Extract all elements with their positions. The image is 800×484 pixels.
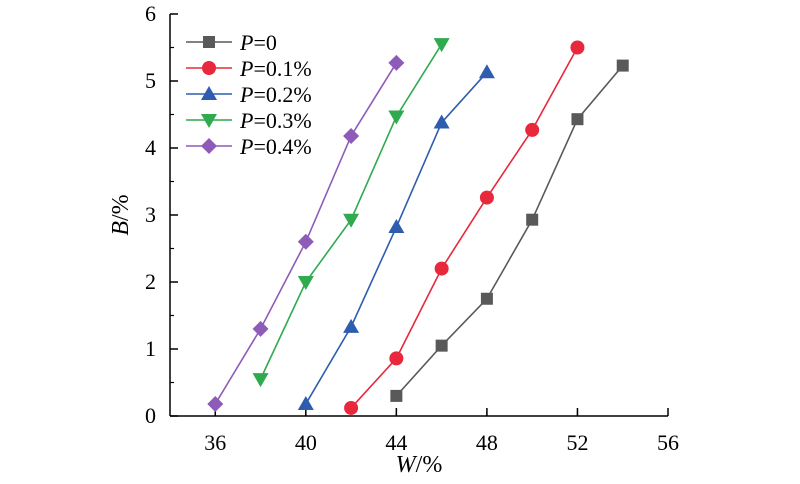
y-axis-variable: B <box>108 221 134 236</box>
legend-marker <box>201 86 217 100</box>
legend-label: P=0.2% <box>239 82 312 107</box>
legend-value: =0.2% <box>253 82 311 107</box>
legend-entry: P=0.2% <box>186 82 312 107</box>
data-point <box>297 276 314 290</box>
data-point <box>252 373 269 388</box>
data-point <box>433 114 450 129</box>
legend-label: P=0.1% <box>239 56 312 81</box>
legend-variable: P <box>239 134 253 159</box>
legend-value: =0.4% <box>253 134 311 159</box>
legend-value: =0.3% <box>253 108 311 133</box>
x-tick-label: 44 <box>385 430 407 455</box>
x-axis-label: W/% <box>396 452 443 478</box>
data-point <box>297 395 314 410</box>
x-tick-label: 52 <box>566 430 588 455</box>
legend-entry: P=0.1% <box>186 56 312 81</box>
series-line <box>395 65 624 397</box>
data-point <box>343 318 360 333</box>
data-point <box>390 389 403 402</box>
legend-value: =0.1% <box>253 56 311 81</box>
y-tick-label: 5 <box>145 68 156 93</box>
data-point <box>479 190 494 205</box>
legend-label: P=0.3% <box>239 108 312 133</box>
data-point <box>389 351 404 366</box>
x-tick-label: 48 <box>476 430 498 455</box>
series-2 <box>297 64 495 410</box>
data-point <box>344 400 359 415</box>
legend-entry: P=0 <box>186 30 277 55</box>
y-tick-label: 1 <box>145 336 156 361</box>
data-point <box>570 40 585 55</box>
data-point <box>433 38 450 53</box>
legend-label: P=0.4% <box>239 134 312 159</box>
plot-area <box>207 38 629 415</box>
data-point <box>343 127 360 144</box>
y-tick-label: 6 <box>145 1 156 26</box>
x-tick-label: 40 <box>295 430 317 455</box>
y-tick-label: 2 <box>145 269 156 294</box>
data-point <box>480 292 493 305</box>
data-point <box>478 64 495 79</box>
legend-label: P=0 <box>239 30 277 55</box>
y-axis-unit: /% <box>108 194 134 221</box>
series-4 <box>207 54 405 412</box>
series-line <box>350 47 579 409</box>
y-tick-label: 4 <box>145 135 156 160</box>
series-3 <box>252 38 450 388</box>
legend-entry: P=0.4% <box>186 134 312 159</box>
legend-variable: P <box>239 30 253 55</box>
legend-marker <box>201 114 217 128</box>
legend: P=0P=0.1%P=0.2%P=0.3%P=0.4% <box>186 30 312 159</box>
x-tick-label: 36 <box>204 430 226 455</box>
legend-variable: P <box>239 108 253 133</box>
data-point <box>571 113 584 126</box>
data-point <box>388 219 405 234</box>
data-point <box>252 320 269 337</box>
y-axis-label: B/% <box>108 194 134 235</box>
x-axis-unit: /% <box>416 452 443 478</box>
series-0 <box>390 59 629 402</box>
data-point <box>207 395 224 412</box>
legend-variable: P <box>239 56 253 81</box>
series-1 <box>344 40 585 415</box>
legend-value: =0 <box>253 30 276 55</box>
legend-marker <box>203 36 215 48</box>
data-point <box>297 233 314 250</box>
y-tick-label: 3 <box>145 202 156 227</box>
x-tick-label: 56 <box>657 430 679 455</box>
data-point <box>525 122 540 137</box>
legend-marker <box>202 61 216 75</box>
x-axis-variable: W <box>396 452 418 478</box>
legend-marker <box>201 138 217 154</box>
data-point <box>434 261 449 276</box>
legend-entry: P=0.3% <box>186 108 312 133</box>
data-point <box>526 213 539 226</box>
data-point <box>388 54 405 71</box>
data-point <box>616 59 629 72</box>
y-tick-label: 0 <box>145 403 156 428</box>
data-point <box>435 339 448 352</box>
data-point <box>343 213 360 228</box>
legend-variable: P <box>239 82 253 107</box>
data-point <box>388 110 405 125</box>
